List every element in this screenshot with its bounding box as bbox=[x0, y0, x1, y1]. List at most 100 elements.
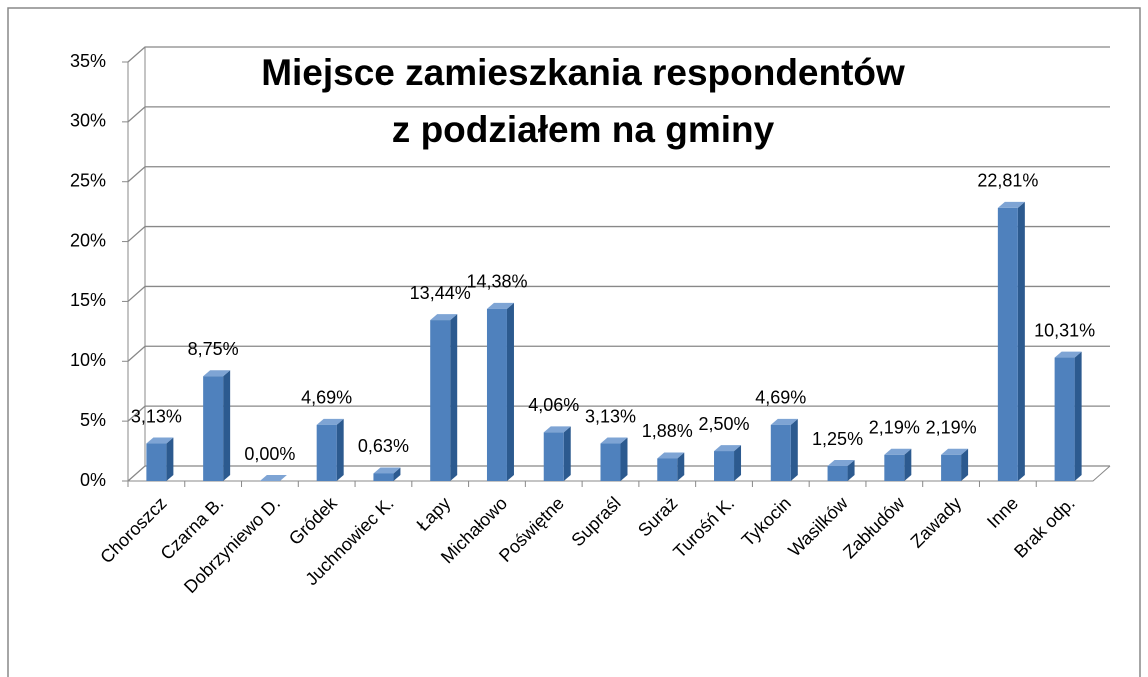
y-tick-label: 35% bbox=[70, 51, 106, 71]
x-tick-label: Zawady bbox=[907, 493, 966, 552]
chart-title: z podziałem na gminy bbox=[392, 109, 775, 150]
value-label: 4,69% bbox=[301, 388, 352, 408]
bar-front bbox=[714, 451, 735, 481]
x-tick-label: Suraż bbox=[634, 493, 681, 540]
bar-side bbox=[166, 437, 174, 481]
value-label: 0,00% bbox=[244, 444, 295, 464]
bar bbox=[486, 302, 514, 481]
grid-line bbox=[127, 46, 1110, 63]
y-tick-label: 0% bbox=[80, 470, 106, 490]
bar-front bbox=[657, 458, 678, 481]
bar bbox=[146, 437, 174, 481]
bar bbox=[316, 418, 344, 481]
y-tick-label: 20% bbox=[70, 230, 106, 250]
bar bbox=[827, 460, 855, 481]
bar-side bbox=[1074, 351, 1082, 481]
bar-front bbox=[827, 466, 848, 481]
value-label: 0,63% bbox=[358, 436, 409, 456]
bar-top bbox=[146, 437, 174, 444]
y-tick-label: 10% bbox=[70, 350, 106, 370]
value-label: 3,13% bbox=[585, 406, 636, 426]
bar-top bbox=[259, 475, 287, 481]
grid-line bbox=[127, 405, 1110, 422]
bar-side bbox=[904, 448, 912, 481]
bar-front bbox=[486, 308, 507, 481]
bar-side bbox=[734, 445, 742, 481]
bar bbox=[259, 475, 287, 481]
bar-top bbox=[600, 437, 628, 444]
value-label: 4,69% bbox=[755, 388, 806, 408]
bar-front bbox=[1054, 357, 1075, 481]
x-tick-label: Choroszcz bbox=[96, 493, 170, 567]
bar-side bbox=[790, 418, 798, 481]
bar bbox=[941, 448, 969, 481]
bar bbox=[1054, 351, 1082, 481]
value-label: 22,81% bbox=[977, 171, 1038, 191]
bar-top bbox=[430, 314, 458, 321]
x-tick-label: Tykocin bbox=[738, 493, 795, 550]
x-tick-label: Supraśl bbox=[567, 493, 624, 550]
value-label: 14,38% bbox=[466, 272, 527, 292]
value-label: 10,31% bbox=[1034, 320, 1095, 340]
bar-side bbox=[223, 370, 231, 481]
value-label: 1,25% bbox=[812, 429, 863, 449]
grid-line bbox=[127, 166, 1110, 183]
bar-side bbox=[506, 302, 514, 481]
bar bbox=[884, 448, 912, 481]
bar-front bbox=[430, 320, 451, 481]
bar-top bbox=[373, 467, 401, 474]
bar-front bbox=[316, 424, 337, 481]
bar-side bbox=[961, 448, 969, 481]
bar-front bbox=[373, 473, 394, 481]
value-label: 2,19% bbox=[926, 418, 977, 438]
bar bbox=[600, 437, 628, 481]
value-label: 3,13% bbox=[131, 406, 182, 426]
value-label: 13,44% bbox=[410, 283, 471, 303]
x-tick-label: Łapy bbox=[413, 493, 455, 535]
grid-line bbox=[127, 225, 1110, 243]
x-tick-label: Turośń K. bbox=[669, 493, 738, 562]
bar-top bbox=[203, 370, 231, 377]
bar-side bbox=[677, 452, 685, 481]
bar-front bbox=[770, 424, 791, 481]
bar-top bbox=[997, 201, 1025, 208]
bar bbox=[373, 467, 401, 481]
bar-top bbox=[657, 452, 685, 459]
grid-line bbox=[127, 285, 1110, 302]
bar-side bbox=[620, 437, 628, 481]
bar bbox=[657, 452, 685, 481]
bar-top bbox=[714, 445, 742, 452]
bar bbox=[430, 314, 458, 481]
bar-top bbox=[884, 448, 912, 455]
bar-front bbox=[543, 432, 564, 481]
bar-top bbox=[486, 302, 514, 309]
bar bbox=[714, 445, 742, 481]
bar-front bbox=[884, 454, 905, 481]
value-label: 2,19% bbox=[869, 418, 920, 438]
bar-side bbox=[450, 314, 458, 481]
bar-front bbox=[941, 454, 962, 481]
bar bbox=[770, 418, 798, 481]
value-label: 4,06% bbox=[528, 395, 579, 415]
bar-front bbox=[997, 207, 1018, 482]
value-label: 8,75% bbox=[188, 339, 239, 359]
bar-top bbox=[543, 426, 571, 433]
bar-top bbox=[316, 418, 344, 425]
y-tick-label: 15% bbox=[70, 290, 106, 310]
y-tick-label: 25% bbox=[70, 170, 106, 190]
value-label: 2,50% bbox=[699, 414, 750, 434]
bar-front bbox=[600, 443, 621, 481]
bar-top bbox=[827, 460, 855, 467]
x-tick-label: Inne bbox=[983, 493, 1022, 532]
bar-top bbox=[941, 448, 969, 455]
y-tick-label: 30% bbox=[70, 111, 106, 131]
x-tick-label: Gródek bbox=[285, 492, 342, 549]
chart-title: Miejsce zamieszkania respondentów bbox=[261, 52, 905, 93]
grid-line bbox=[127, 106, 1110, 123]
bar-side bbox=[336, 418, 344, 481]
bar-top bbox=[770, 418, 798, 425]
value-label: 1,88% bbox=[642, 421, 693, 441]
bar bbox=[543, 426, 571, 481]
grid-line bbox=[127, 345, 1110, 362]
